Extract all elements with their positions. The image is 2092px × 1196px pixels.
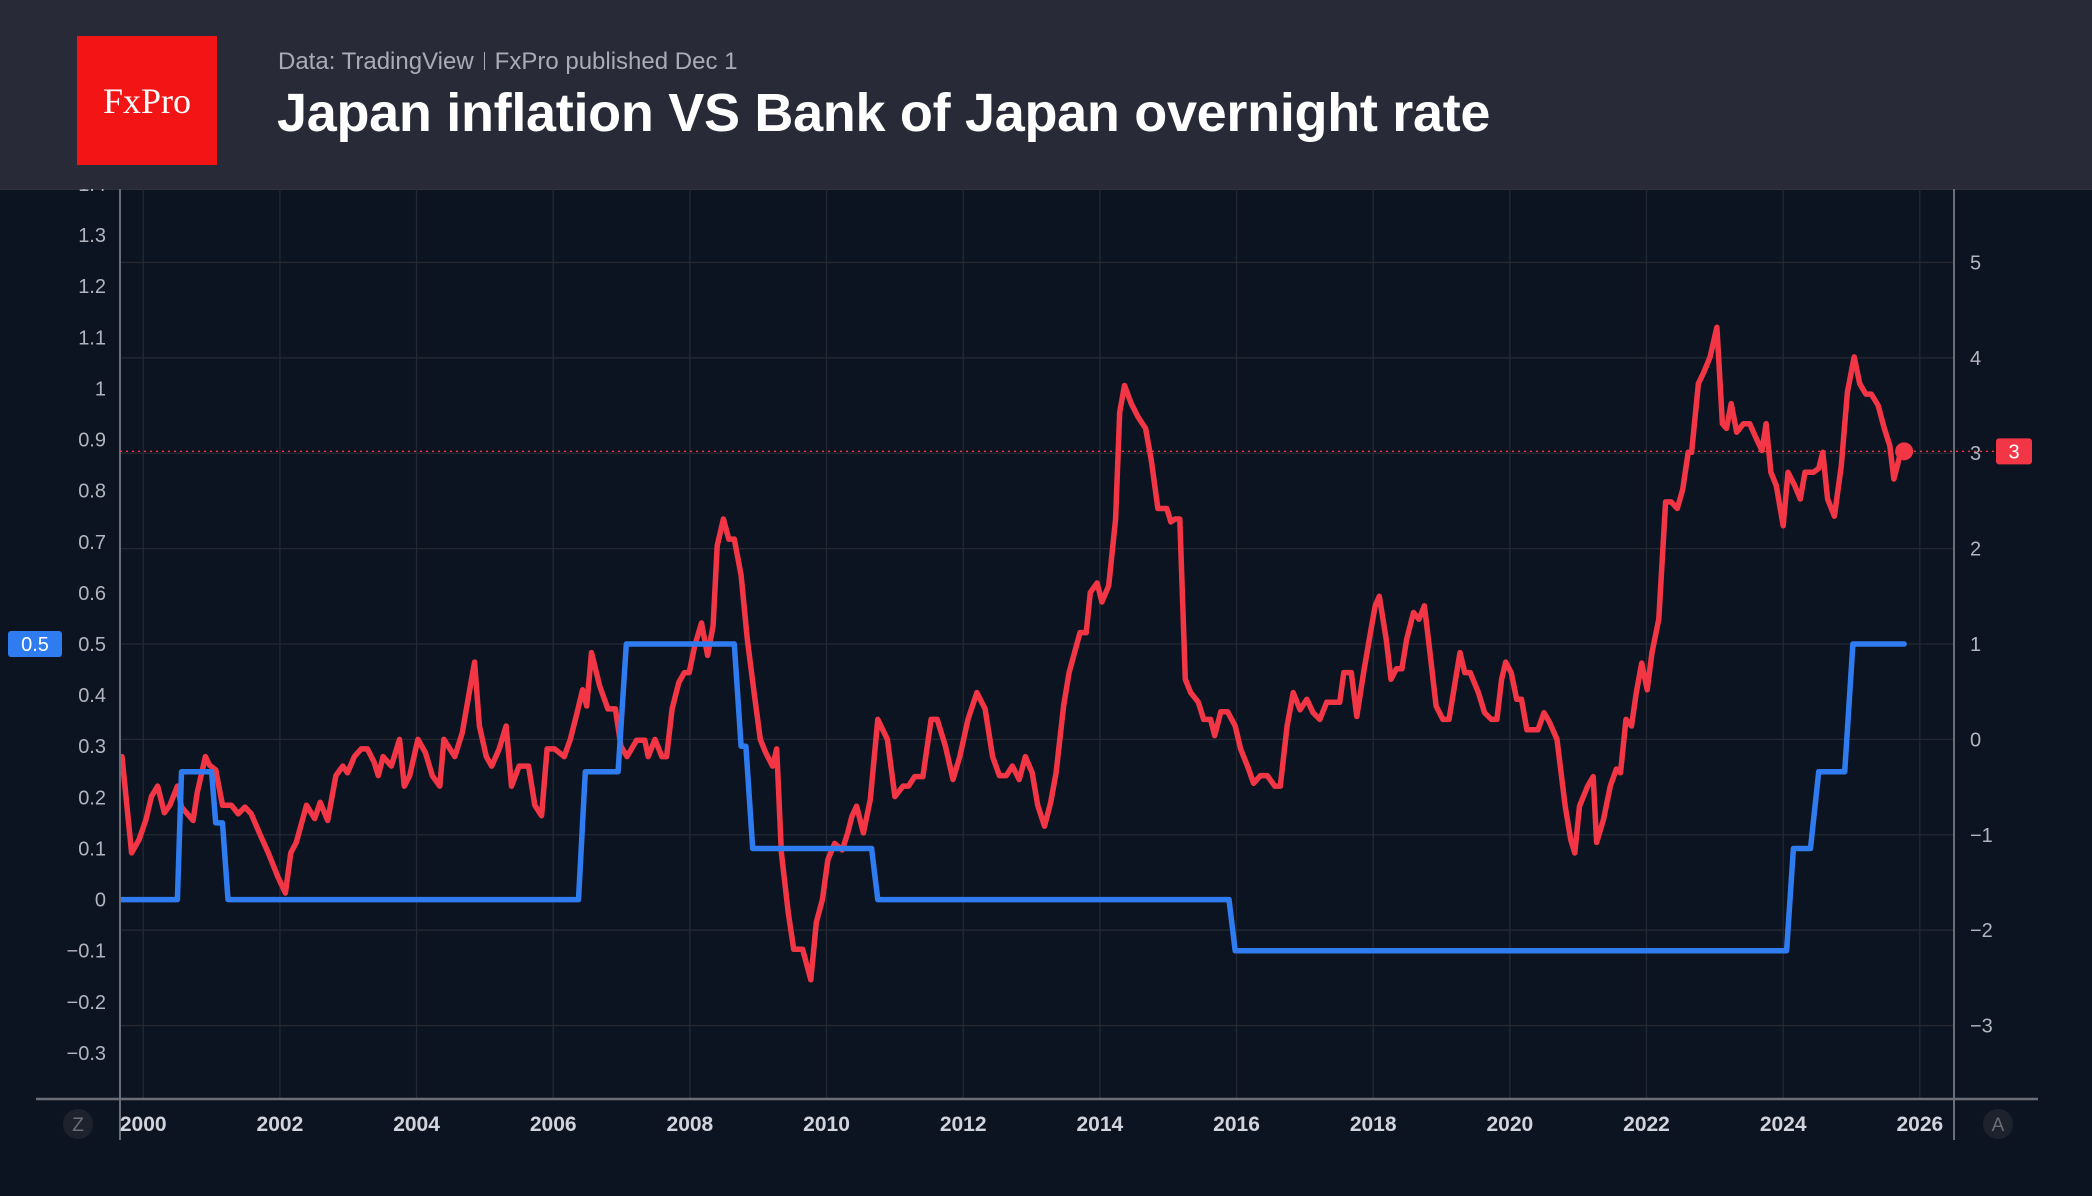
left-tick-label: 0.7 <box>78 532 106 554</box>
left-tick-label: 0.6 <box>78 583 106 605</box>
x-tick-label: 2016 <box>1213 1113 1260 1136</box>
left-last-value-label: 0.5 <box>21 634 49 656</box>
right-tick-label: −1 <box>1970 825 1993 847</box>
x-tick-label: 2012 <box>940 1113 987 1136</box>
x-tick-label: 2020 <box>1486 1113 1533 1136</box>
fxpro-logo: FxPro <box>77 36 217 165</box>
x-tick-label: 2024 <box>1760 1113 1807 1136</box>
left-tick-label: 0.8 <box>78 481 106 503</box>
left-tick-label: 1.3 <box>78 225 106 247</box>
series <box>120 324 1907 983</box>
separator <box>483 52 485 70</box>
button-background[interactable] <box>1983 1109 2013 1139</box>
left-tick-label: 0.5 <box>78 634 106 656</box>
left-axis-ticks: 1.4 1.3 1.2 1.1 1 0.9 0.8 0.7 0.6 0.5 0.4 0.3 0.2 0.1… <box>67 174 106 1065</box>
x-tick-label: 2010 <box>803 1113 850 1136</box>
grid <box>120 189 1954 1099</box>
right-last-value-badge <box>1996 438 2032 465</box>
left-tick-label: 1.1 <box>78 327 106 349</box>
x-tick-label: 2022 <box>1623 1113 1670 1136</box>
data-source: Data: TradingView <box>278 48 474 75</box>
button-label[interactable]: Z <box>72 1115 84 1136</box>
right-tick-label: 3 <box>1970 443 1981 465</box>
x-tick-label: 2026 <box>1896 1113 1943 1136</box>
x-tick-label: 2014 <box>1077 1113 1124 1136</box>
left-tick-label: −0.1 <box>67 941 106 963</box>
overnight-rate-line <box>120 641 1907 954</box>
last-value-dot <box>1895 442 1914 461</box>
x-tick-label: 2018 <box>1350 1113 1397 1136</box>
button-label[interactable]: A <box>1992 1115 2005 1136</box>
published-note: FxPro published Dec 1 <box>494 48 738 75</box>
left-tick-label: −0.2 <box>67 992 106 1014</box>
x-axis-ticks: 2000 2002 2004 2006 2008 2010 2012 2014 2016 2018… <box>120 1113 1943 1136</box>
x-tick-label: 2004 <box>393 1113 440 1136</box>
right-tick-label: −2 <box>1970 920 1993 942</box>
left-tick-label: 1.4 <box>78 174 106 196</box>
right-last-value-label: 3 <box>2008 441 2019 463</box>
header: FxPro Data: TradingView FxPro published D… <box>0 0 2092 190</box>
left-last-value-badge <box>8 631 62 657</box>
left-tick-label: 0.2 <box>78 787 106 809</box>
chart-title: Japan inflation VS Bank of Japan overnig… <box>277 83 1491 143</box>
left-tick-label: 0.3 <box>78 736 106 758</box>
right-tick-label: 4 <box>1970 348 1981 370</box>
left-tick-label: 1.2 <box>78 276 106 298</box>
right-tick-label: 0 <box>1970 729 1981 751</box>
axes: 1.4 1.3 1.2 1.1 1 0.9 0.8 0.7 0.6 0.5 0.4 0.3 0.2 0.1… <box>8 174 2038 1140</box>
inflation-line <box>120 324 1907 983</box>
right-tick-label: 1 <box>1970 634 1981 656</box>
left-tick-label: 0 <box>95 890 106 912</box>
left-tick-label: 1 <box>95 378 106 400</box>
x-tick-label: 2006 <box>530 1113 577 1136</box>
subtitle: Data: TradingView FxPro published Dec 1 <box>278 48 737 76</box>
left-tick-label: 0.4 <box>78 685 106 707</box>
button-background[interactable] <box>63 1109 93 1139</box>
x-tick-label: 2000 <box>120 1113 167 1136</box>
right-tick-label: 5 <box>1970 252 1981 274</box>
right-tick-label: −3 <box>1970 1016 1993 1038</box>
left-tick-label: −0.3 <box>67 1043 106 1065</box>
x-tick-label: 2008 <box>667 1113 714 1136</box>
auto-scale-button[interactable]: A <box>1983 1109 2013 1139</box>
right-tick-label: 2 <box>1970 539 1981 561</box>
left-tick-label: 0.9 <box>78 430 106 452</box>
x-tick-label: 2002 <box>257 1113 304 1136</box>
z-scale-button[interactable]: Z <box>63 1109 93 1139</box>
left-tick-label: 0.1 <box>78 838 106 860</box>
logo-text: FxPro <box>102 80 192 121</box>
